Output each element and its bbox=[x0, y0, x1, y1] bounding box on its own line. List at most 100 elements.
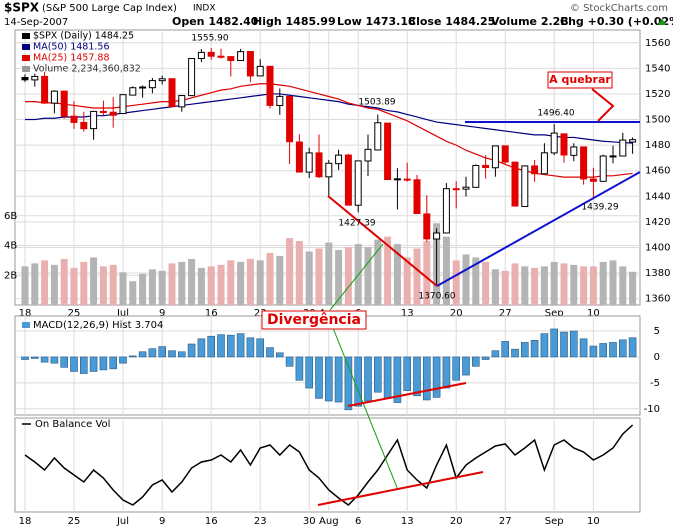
candle-body bbox=[335, 154, 343, 165]
macd-bar bbox=[540, 333, 549, 358]
macd-bar bbox=[373, 356, 382, 393]
volume-bar bbox=[276, 255, 284, 305]
volume-bar bbox=[188, 258, 196, 305]
candle-body bbox=[609, 155, 617, 158]
x-tick-label: 25 bbox=[68, 516, 81, 527]
volume-bar bbox=[168, 263, 176, 305]
y-tick-label: 1380 bbox=[645, 268, 670, 279]
macd-bar bbox=[207, 335, 215, 358]
volume-bar bbox=[335, 250, 343, 305]
up-arrow bbox=[658, 18, 666, 25]
candle-body bbox=[41, 75, 49, 104]
volume-bar bbox=[540, 266, 548, 305]
candle-body bbox=[217, 55, 225, 58]
volume-bar bbox=[374, 239, 382, 305]
volume-bar bbox=[550, 261, 558, 305]
candle-body bbox=[462, 186, 470, 190]
volume-bar bbox=[403, 257, 411, 305]
y-tick-label: 1480 bbox=[645, 140, 670, 151]
macd-bar bbox=[187, 343, 196, 358]
volume-bar bbox=[511, 263, 519, 305]
macd-bar bbox=[334, 356, 343, 403]
volume-bar bbox=[462, 254, 470, 305]
macd-bar bbox=[618, 339, 627, 358]
macd-bar bbox=[354, 356, 363, 407]
candle-body bbox=[580, 146, 588, 180]
macd-bar bbox=[285, 356, 294, 367]
y-tick-label: 1560 bbox=[645, 38, 670, 49]
volume-bar bbox=[295, 241, 303, 305]
macd-bar bbox=[393, 356, 402, 403]
volume-bar bbox=[50, 264, 58, 305]
macd-bar bbox=[579, 338, 588, 358]
volume-bar bbox=[129, 281, 137, 305]
x-tick-label: 16 bbox=[205, 516, 218, 527]
x-tick-label: 10 bbox=[587, 516, 600, 527]
candle-body bbox=[227, 56, 235, 61]
price-label: 1555.90 bbox=[191, 34, 228, 44]
macd-bar bbox=[266, 347, 274, 358]
y-tick-label: 5 bbox=[654, 326, 660, 337]
legend-swatch bbox=[22, 55, 30, 61]
x-tick-label: 9 bbox=[159, 516, 165, 527]
candle-body bbox=[237, 51, 245, 62]
volume-bar bbox=[178, 261, 186, 305]
arrow-line bbox=[591, 88, 615, 122]
x-tick-label: Sep bbox=[545, 516, 564, 527]
price-label: 1439.29 bbox=[581, 203, 618, 213]
candle-body bbox=[491, 145, 499, 169]
macd-bar bbox=[275, 352, 284, 358]
volume-bar bbox=[501, 270, 509, 305]
macd-bar bbox=[138, 351, 147, 358]
volume-bar bbox=[560, 263, 568, 305]
macd-bar bbox=[99, 356, 108, 371]
volume-bar bbox=[325, 242, 333, 305]
candle-body bbox=[393, 178, 401, 181]
candle-body bbox=[31, 75, 39, 81]
volume-bar bbox=[344, 247, 352, 305]
macd-bar bbox=[442, 356, 451, 389]
volume-bar bbox=[286, 238, 294, 305]
volume-bar bbox=[41, 260, 49, 305]
y-tick-label: 1420 bbox=[645, 217, 670, 228]
volume-bar bbox=[442, 236, 450, 305]
volume-bar bbox=[31, 263, 39, 305]
candle-body bbox=[109, 111, 117, 116]
candle-body bbox=[403, 178, 411, 181]
price-label: 1503.89 bbox=[358, 98, 395, 108]
candle-body bbox=[119, 94, 127, 115]
x-tick-label: 23 bbox=[254, 516, 267, 527]
macd-bar bbox=[50, 356, 59, 364]
volume-bar bbox=[99, 266, 107, 305]
candle-body bbox=[472, 164, 480, 188]
volume-bar bbox=[207, 266, 215, 305]
volume-bar bbox=[80, 261, 88, 305]
copyright: © StockCharts.com bbox=[570, 3, 668, 14]
macd-bar bbox=[452, 356, 461, 381]
volume-bar bbox=[158, 270, 166, 305]
obv-trendline bbox=[317, 471, 484, 506]
x-tick-label: Aug bbox=[319, 516, 339, 527]
macd-bar bbox=[80, 356, 88, 374]
x-tick-label: 20 bbox=[450, 516, 463, 527]
candle-body bbox=[589, 178, 597, 182]
candle-body bbox=[531, 165, 539, 175]
legend-label: $SPX (Daily) 1484.25 bbox=[33, 31, 134, 42]
candle-body bbox=[423, 213, 431, 240]
volume-bar bbox=[531, 267, 539, 305]
index-name: (S&P 500 Large Cap Index) bbox=[42, 3, 177, 14]
legend-swatch bbox=[22, 44, 30, 50]
macd-bar bbox=[40, 356, 49, 363]
candle-body bbox=[570, 146, 578, 156]
macd-bar bbox=[324, 356, 333, 402]
candle-body bbox=[325, 162, 333, 178]
y-tick-label: 1400 bbox=[645, 242, 670, 253]
volume-bar bbox=[521, 266, 529, 305]
low: Low 1473.18 bbox=[337, 15, 416, 28]
volume-bar bbox=[384, 236, 392, 305]
y-tick-label: 1500 bbox=[645, 115, 670, 126]
macd-bar bbox=[109, 356, 117, 370]
y-tick-label: 1360 bbox=[645, 294, 670, 305]
volume-bar bbox=[148, 269, 156, 305]
macd-bar bbox=[364, 356, 372, 402]
